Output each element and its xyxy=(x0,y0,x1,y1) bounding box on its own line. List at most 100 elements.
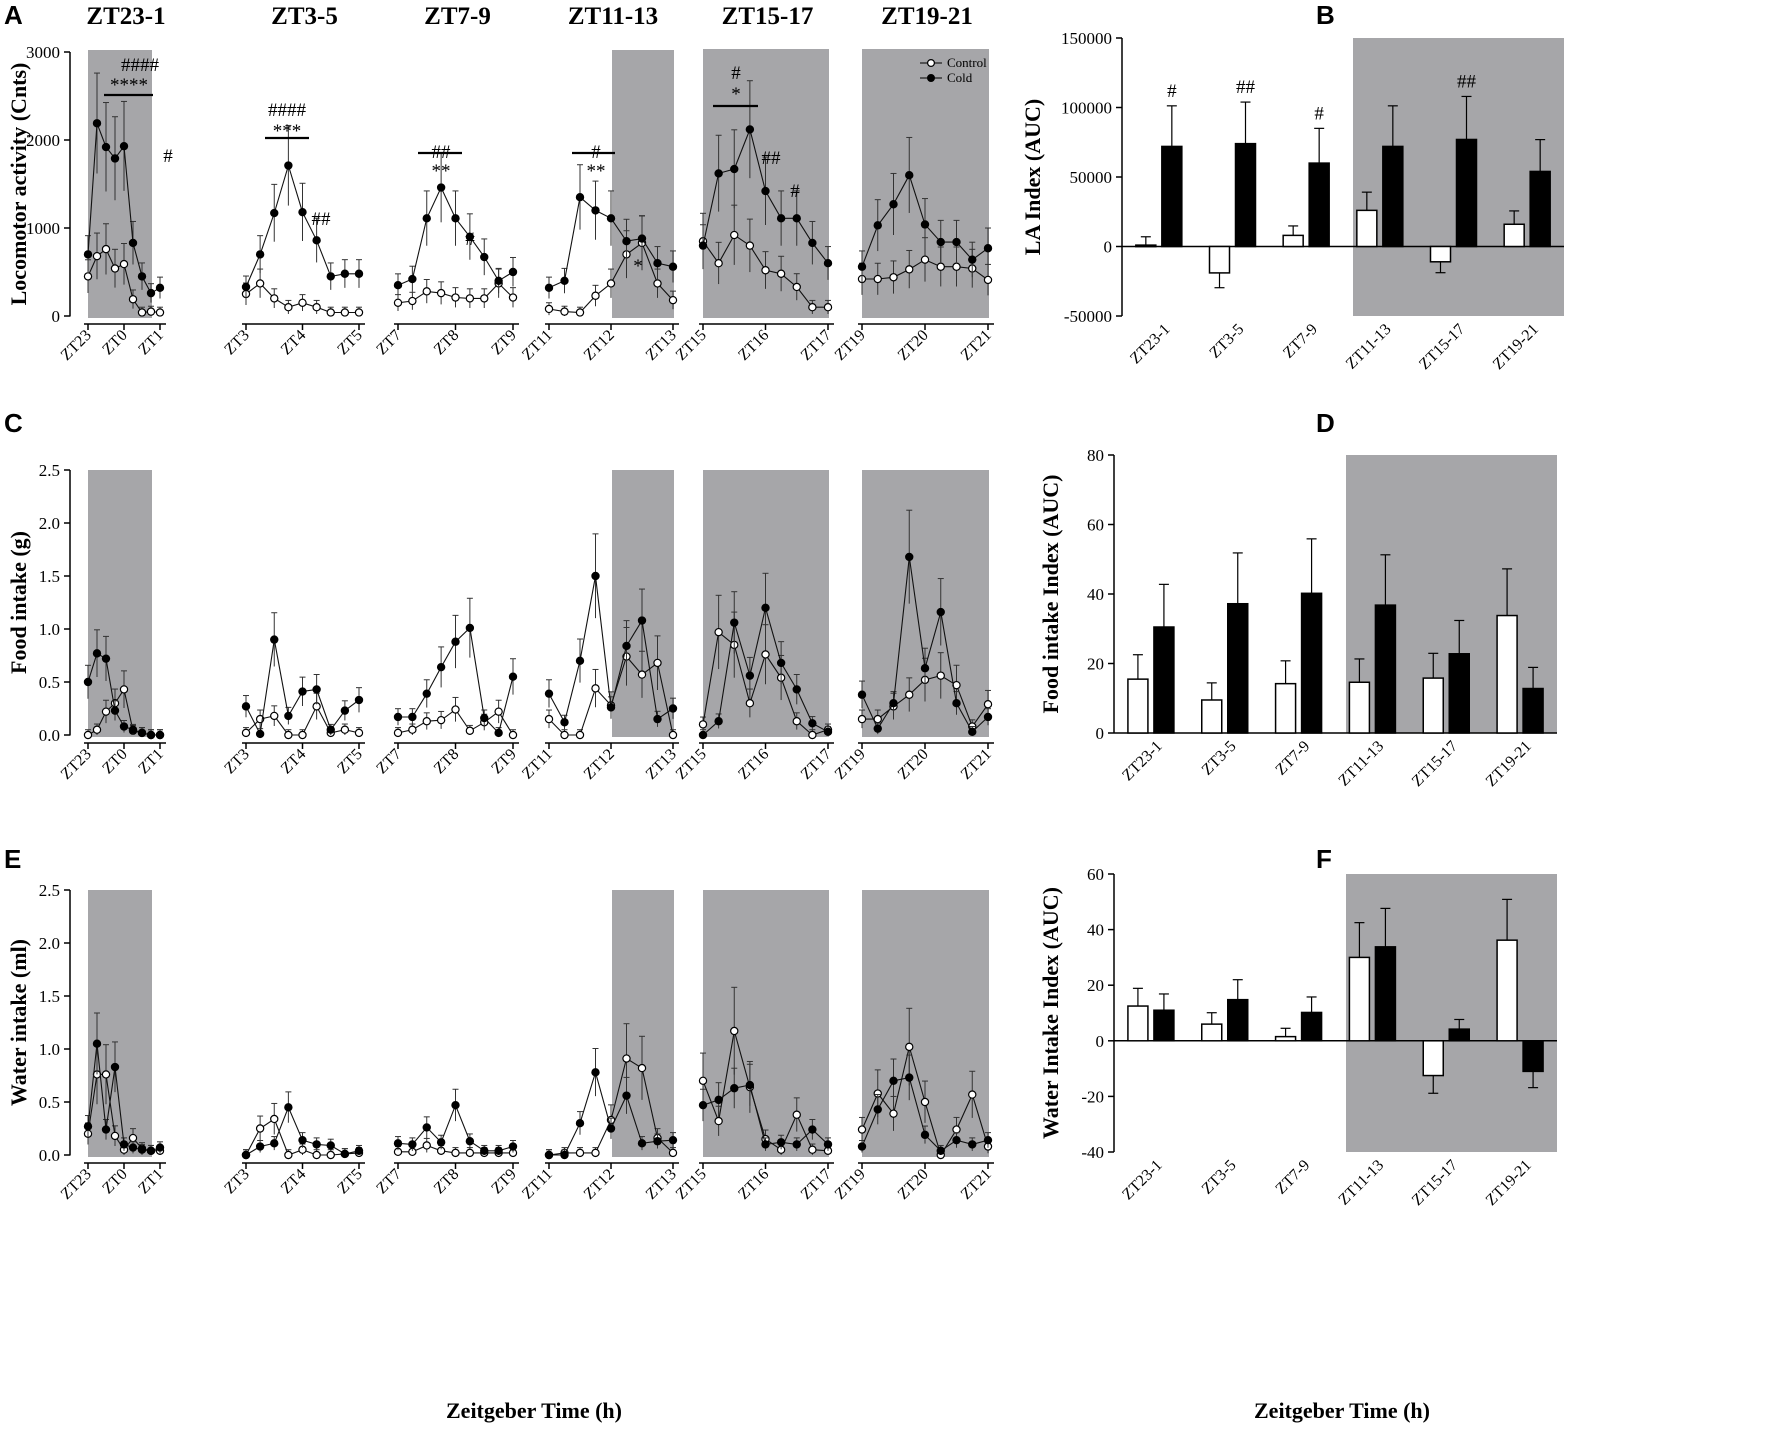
x-tick-label-c-4-0: ZT15 xyxy=(673,746,710,783)
control-point-c-2-2 xyxy=(422,717,431,726)
x-tick-label-e-4-0: ZT15 xyxy=(673,1166,710,1203)
significance-mark-b-4: ## xyxy=(1457,71,1477,92)
cold-series-e-4 xyxy=(698,1063,833,1151)
y-axis-label-a: Locomotor activity (Cnts) xyxy=(6,63,31,306)
control-point-e-2-2 xyxy=(422,1141,431,1150)
cold-point-a-5-8 xyxy=(983,244,993,253)
bar-b-cold-4 xyxy=(1455,138,1478,248)
cold-point-c-1-8 xyxy=(354,695,364,705)
control-point-c-3-2 xyxy=(575,730,585,740)
cold-point-e-5-1 xyxy=(873,1105,882,1114)
cold-point-e-3-1 xyxy=(560,1150,569,1160)
panel-letter-c: C xyxy=(4,408,23,438)
x-tick-label-f-4: ZT15-17 xyxy=(1409,1157,1461,1209)
x-tick-label-e-0-0: ZT23 xyxy=(58,1166,95,1203)
cold-point-c-1-3 xyxy=(284,711,293,721)
x-tick-label-e-2-2: ZT9 xyxy=(488,1166,519,1197)
control-point-a-3-0 xyxy=(544,304,554,314)
bar-d-cold-5 xyxy=(1522,687,1544,734)
control-series-a-0 xyxy=(83,223,165,317)
cold-point-e-2-3 xyxy=(436,1138,446,1147)
legend-marker-control xyxy=(926,58,935,67)
cold-point-e-2-4 xyxy=(451,1100,460,1110)
significance-mark-b-2: # xyxy=(1314,103,1324,124)
significance-mark-a-4-1: * xyxy=(731,84,741,105)
cold-point-e-0-3 xyxy=(110,1062,120,1072)
cold-point-e-1-7 xyxy=(340,1149,350,1159)
bar-f-cold-3 xyxy=(1374,946,1397,1042)
control-point-a-0-0 xyxy=(83,272,93,281)
bar-b-cold-2 xyxy=(1308,162,1330,248)
cold-point-a-2-3 xyxy=(436,183,446,192)
control-point-e-4-6 xyxy=(792,1110,801,1119)
y-tick-label-e-0: 0.0 xyxy=(39,1146,60,1165)
control-point-e-4-0 xyxy=(698,1076,708,1086)
bar-b-control-5 xyxy=(1503,223,1525,248)
control-point-a-3-8 xyxy=(668,295,678,305)
bar-f-cold-4 xyxy=(1448,1028,1470,1042)
y-tick-label-f-0: -40 xyxy=(1081,1143,1104,1162)
panel-letter-a: A xyxy=(4,0,23,30)
bar-d-control-3 xyxy=(1348,681,1371,734)
x-tick-label-a-0-0: ZT23 xyxy=(58,327,95,364)
x-tick-label-a-3-1: ZT12 xyxy=(581,327,618,364)
cold-point-e-4-6 xyxy=(792,1140,801,1149)
cold-point-e-2-1 xyxy=(408,1140,417,1149)
control-point-e-3-2 xyxy=(575,1148,585,1158)
cold-point-c-2-8 xyxy=(508,672,518,681)
cold-series-c-1 xyxy=(241,612,364,739)
cold-series-a-0 xyxy=(83,72,165,303)
significance-mark-a-4-2: ## xyxy=(762,148,782,169)
cold-point-c-4-2 xyxy=(730,618,739,627)
y-tick-label-f-4: 40 xyxy=(1087,921,1104,940)
cold-point-a-3-5 xyxy=(622,236,631,246)
cold-point-c-1-5 xyxy=(312,685,321,694)
x-axis-label-right: Zeitgeber Time (h) xyxy=(1254,1398,1430,1423)
cold-point-a-5-2 xyxy=(889,200,898,209)
cold-point-a-0-1 xyxy=(92,119,102,128)
x-tick-label-a-0-2: ZT1 xyxy=(135,327,166,358)
legend-label-cold: Cold xyxy=(947,70,973,85)
control-point-a-2-2 xyxy=(422,287,431,296)
cold-point-c-3-5 xyxy=(622,641,631,651)
x-tick-label-d-1: ZT3-5 xyxy=(1199,738,1240,779)
x-tick-label-d-4: ZT15-17 xyxy=(1409,738,1461,790)
x-tick-label-f-1: ZT3-5 xyxy=(1199,1157,1240,1198)
bar-f-cold-5 xyxy=(1522,1040,1544,1073)
control-point-c-3-6 xyxy=(637,670,647,679)
cold-point-a-4-3 xyxy=(745,125,755,134)
control-point-a-0-1 xyxy=(92,251,102,261)
cold-point-e-0-0 xyxy=(83,1122,93,1131)
cold-point-c-1-7 xyxy=(340,706,350,715)
x-tick-label-a-1-0: ZT3 xyxy=(221,327,252,358)
x-tick-label-c-3-1: ZT12 xyxy=(581,746,618,783)
cold-point-e-1-3 xyxy=(284,1103,293,1112)
x-tick-label-a-5-1: ZT20 xyxy=(895,327,932,364)
control-point-c-1-0 xyxy=(241,728,251,738)
cold-series-e-0 xyxy=(83,1012,165,1155)
cold-point-a-2-4 xyxy=(451,214,460,223)
x-tick-label-e-5-2: ZT21 xyxy=(958,1166,995,1203)
y-tick-label-d-2: 40 xyxy=(1087,585,1104,604)
control-point-c-2-1 xyxy=(408,725,417,734)
x-tick-label-c-2-1: ZT8 xyxy=(431,746,462,777)
cold-point-a-5-6 xyxy=(952,237,961,247)
control-point-c-0-4 xyxy=(119,685,129,694)
cold-point-e-3-3 xyxy=(591,1068,600,1077)
control-point-a-0-5 xyxy=(128,295,138,304)
y-tick-label-e-5: 2.5 xyxy=(39,881,60,900)
x-tick-label-e-3-1: ZT12 xyxy=(581,1166,618,1203)
significance-mark-a-1-0: #### xyxy=(268,100,307,121)
bar-d-control-0 xyxy=(1127,678,1149,734)
x-tick-label-a-4-1: ZT16 xyxy=(735,327,772,364)
bar-b-cold-5 xyxy=(1529,170,1551,248)
cold-point-a-1-2 xyxy=(270,208,279,218)
significance-mark-a-4-0: # xyxy=(731,63,741,84)
cold-point-e-0-7 xyxy=(146,1146,156,1155)
control-point-c-4-1 xyxy=(714,627,723,637)
x-tick-label-c-5-2: ZT21 xyxy=(958,746,995,783)
y-tick-label-b-0: -50000 xyxy=(1064,307,1112,326)
x-tick-label-a-1-2: ZT5 xyxy=(334,327,365,358)
cold-point-a-0-6 xyxy=(137,272,147,281)
